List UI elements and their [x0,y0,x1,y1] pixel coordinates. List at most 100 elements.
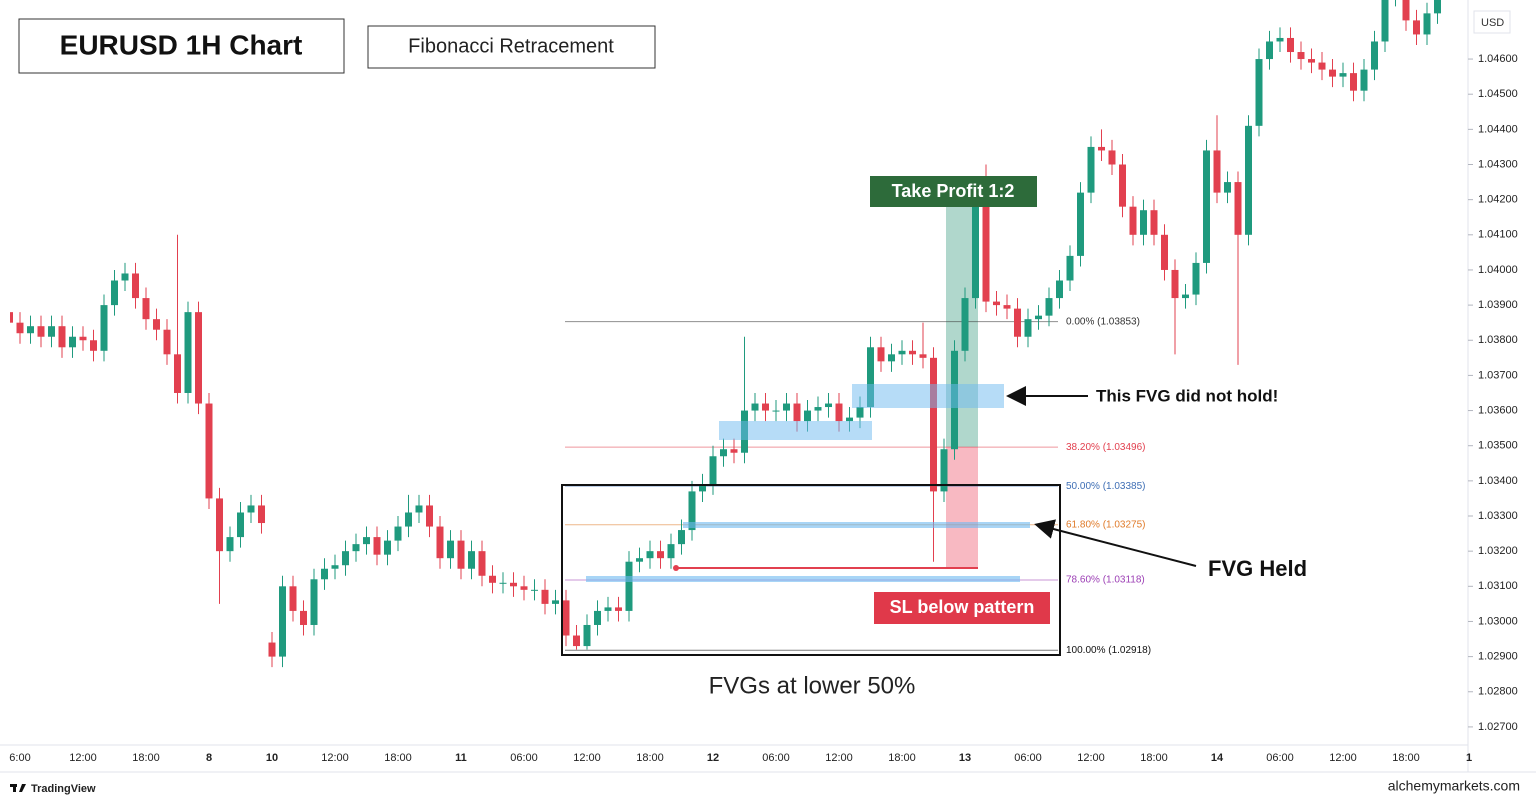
candle-body [678,530,685,545]
candle-body [783,403,790,411]
candle-body [1213,150,1221,193]
x-tick-label: 18:00 [132,752,160,764]
fvg-box [852,384,1004,408]
y-tick-label: 1.03000 [1478,615,1518,627]
candle-body [405,512,412,527]
candle-body [825,403,832,408]
candle-body [804,410,811,422]
candle-body [520,586,528,590]
candle-body [1150,210,1158,235]
candle-body [510,582,517,587]
candle-body [499,582,507,584]
fvg-box [586,576,1020,582]
y-tick-label: 1.02800 [1478,686,1518,698]
pattern-box [561,484,1061,656]
y-tick-label: 1.03600 [1478,404,1518,416]
x-tick-label: 06:00 [1014,752,1042,764]
candle-body [1402,0,1410,21]
candle-body [930,357,937,492]
candle-body [1056,280,1063,299]
candle-body [762,403,769,411]
candle-body [1308,59,1315,63]
fib-label: 100.00% (1.02918) [1066,645,1151,656]
candles [10,0,1441,668]
candle-body [300,610,307,625]
candle-body [709,456,717,485]
candle-body [730,449,738,453]
candle-body [69,336,76,348]
y-tick-label: 1.04200 [1478,194,1518,206]
candle-body [100,305,108,351]
candle-body [1434,0,1441,14]
candle-body [625,561,633,611]
candle-body [174,354,181,393]
platform-label: TradingView [31,783,96,795]
candle-body [1318,62,1326,70]
candle-body [867,347,874,408]
fib-label: 78.60% (1.03118) [1066,575,1145,586]
fib-label: 0.00% (1.03853) [1066,316,1140,327]
candle-body [1098,146,1105,151]
stop-loss-dot [673,565,679,571]
candle-body [877,347,885,362]
candle-body [993,301,1000,306]
candle-body [184,312,192,393]
candle-body [258,505,265,524]
x-tick-label: 06:00 [510,752,538,764]
y-tick-label: 1.04400 [1478,123,1518,135]
candle-body [1066,255,1074,281]
candle-body [688,491,696,531]
candle-body [751,403,759,411]
candle-body [1266,41,1273,60]
annotation: FVGs at lower 50% [709,672,916,699]
candle-body [321,568,328,580]
candle-body [195,312,202,404]
take-profit-box [870,176,1037,207]
arrow [1034,519,1197,567]
candle-body [48,326,55,337]
candle-body [394,526,402,541]
candle-body [919,354,927,358]
candle-body [541,589,549,604]
candle-body [856,407,864,418]
candle-body [898,350,906,355]
fib-label: 38.20% (1.03496) [1066,442,1146,453]
x-tick-label: 18:00 [1140,752,1168,764]
candle-body [1381,0,1389,42]
candle-body [793,403,801,422]
candle-body [10,312,13,323]
y-tick-label: 1.04600 [1478,53,1518,65]
candle-body [352,544,360,552]
candle-body [426,505,433,527]
y-tick-label: 1.03700 [1478,369,1518,381]
x-tick-label: 10 [266,752,278,764]
candle-body [1108,150,1116,165]
stop-loss-zone [946,447,978,568]
stop-loss-box [874,592,1050,624]
candle-body [1287,37,1294,53]
x-tick-label: 18:00 [1392,752,1420,764]
candle-body [237,512,244,538]
candle-body [972,206,979,299]
candle-body [447,540,454,559]
candle-body [909,350,916,355]
candle-body [814,407,822,411]
candle-body [1192,262,1200,295]
candle-body [384,540,391,555]
fib-levels: 0.00% (1.03853) 38.20% (1.03496) 50.00% (1… [565,316,1151,656]
candle-body [1329,69,1336,77]
candle-body [594,610,601,625]
candle-body [1234,182,1242,235]
candle-body [552,600,559,604]
candle-body [1119,164,1126,207]
candle-body [226,537,234,552]
y-tick-label: 1.03300 [1478,510,1518,522]
x-tick-label: 12:00 [69,752,97,764]
x-tick-label: 12 [707,752,719,764]
candle-body [79,336,87,341]
candle-body [16,322,24,334]
candle-body [720,449,727,457]
candle-body [132,273,139,299]
x-tick-label: 12:00 [573,752,601,764]
